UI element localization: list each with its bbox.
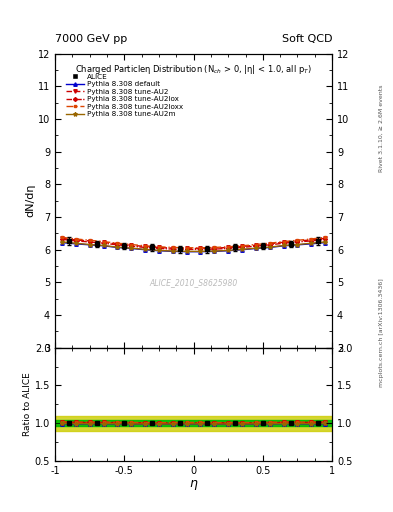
Text: mcplots.cern.ch [arXiv:1306.3436]: mcplots.cern.ch [arXiv:1306.3436]: [379, 279, 384, 387]
Bar: [55, 420, 332, 426]
Legend: ALICE, Pythia 8.308 default, Pythia 8.308 tune-AU2, Pythia 8.308 tune-AU2lox, Py: ALICE, Pythia 8.308 default, Pythia 8.30…: [64, 72, 184, 118]
X-axis label: η: η: [189, 477, 198, 490]
Y-axis label: Ratio to ALICE: Ratio to ALICE: [23, 372, 32, 436]
Text: Rivet 3.1.10, ≥ 2.6M events: Rivet 3.1.10, ≥ 2.6M events: [379, 84, 384, 172]
Bar: [55, 416, 332, 431]
Text: ALICE_2010_S8625980: ALICE_2010_S8625980: [149, 279, 238, 288]
Y-axis label: dN/dη: dN/dη: [25, 184, 35, 218]
Text: Charged Particleη Distribution (N$_{ch}$ > 0, |η| < 1.0, all p$_T$): Charged Particleη Distribution (N$_{ch}$…: [75, 62, 312, 76]
Text: 7000 GeV pp: 7000 GeV pp: [55, 33, 127, 44]
Text: Soft QCD: Soft QCD: [282, 33, 332, 44]
